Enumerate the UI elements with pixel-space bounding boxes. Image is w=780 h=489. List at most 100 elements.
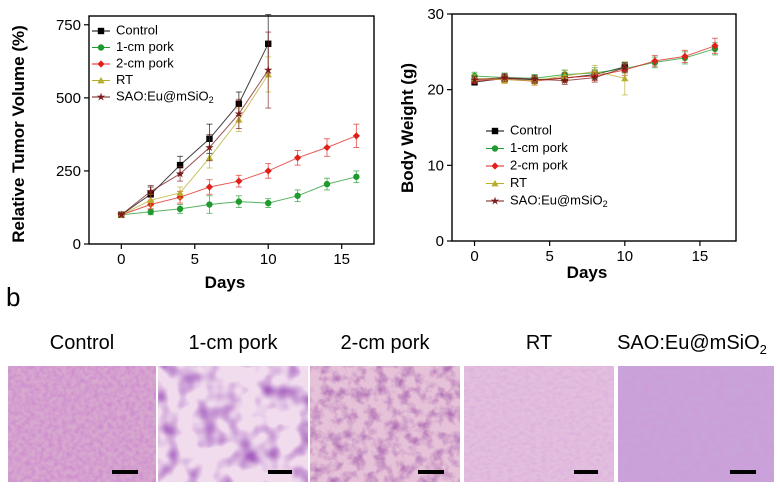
scale-bar: [418, 470, 444, 474]
tumor-volume-data-point: [206, 201, 213, 208]
body-weight-chart: 0 5 10 15 0 10 20 30 Days Body Weight (g) Control 1…: [398, 6, 737, 282]
tumor-volume-data-point: [175, 169, 185, 178]
body-weight-legend: Control 1-cm pork 2-cm pork RT SAO:Eu@mSiO2: [486, 122, 608, 209]
histology-label-rt: RT: [525, 332, 553, 354]
body-weight-data-point: [621, 74, 629, 82]
body-weight-data-point: [470, 75, 479, 84]
tumor-volume-data-point: [176, 205, 184, 213]
tumor-volume-chart: 0 5 10 15 0 250 500 750 Days Relative Tumor Volum…: [9, 14, 375, 292]
histology-texture-rt: [464, 366, 614, 482]
body-weight-legend-label: Control: [510, 122, 552, 137]
tumor-volume-data-point: [147, 208, 154, 216]
tumor-volume-data-point: [323, 143, 331, 152]
scale-bar: [268, 470, 292, 474]
body-weight-series-line: [474, 70, 625, 82]
body-weight-y-tick-label: 30: [427, 6, 444, 23]
body-weight-series-line: [474, 67, 625, 82]
histology-image-rt: [464, 366, 614, 482]
tumor-volume-y-tick-label: 500: [56, 90, 81, 107]
body-weight-legend-label: 1-cm pork: [510, 140, 568, 155]
tumor-volume-legend-label: 1-cm pork: [116, 39, 174, 54]
tumor-volume-legend-marker: [97, 44, 105, 51]
tumor-volume-data-point: [176, 161, 184, 169]
histology-texture-1cm-pork: [158, 366, 308, 482]
body-weight-x-tick-label: 10: [616, 248, 633, 265]
body-weight-plot-frame: [451, 13, 737, 242]
tumor-volume-data-point: [264, 65, 273, 74]
tumor-volume-data-point: [205, 143, 214, 152]
body-weight-series-sao-eu-msio: [470, 62, 629, 85]
tumor-volume-legend-marker: [97, 60, 105, 68]
body-weight-legend-marker: [491, 179, 499, 187]
tumor-volume-x-tick-label: 10: [260, 251, 277, 268]
tumor-volume-x-tick-label: 15: [333, 251, 350, 268]
body-weight-legend-marker: [491, 162, 499, 170]
tumor-volume-data-point: [146, 186, 155, 195]
histology-image-1cm-pork: [158, 366, 308, 482]
body-weight-y-tick-label: 10: [427, 157, 444, 174]
tumor-volume-series-line: [120, 69, 269, 216]
histology-image-control: [8, 366, 156, 482]
body-weight-y-axis-label: Body Weight (g): [398, 63, 417, 193]
tumor-volume-data-point: [353, 173, 360, 180]
histology-label-sao: SAO:Eu@mSiO2: [617, 332, 767, 357]
body-weight-data-point: [500, 73, 509, 82]
tumor-volume-series-1-cm-pork: [118, 170, 360, 218]
tumor-volume-data-point: [294, 154, 302, 162]
tumor-volume-legend-label: SAO:Eu@mSiO2: [116, 88, 214, 105]
tumor-volume-y-tick-label: 0: [73, 236, 81, 253]
tumor-volume-y-tick-label: 750: [56, 17, 81, 34]
panel-b-label: b: [6, 282, 21, 312]
body-weight-legend-label: 2-cm pork: [510, 157, 568, 172]
tumor-volume-legend-label: Control: [116, 22, 158, 37]
body-weight-data-point: [530, 74, 539, 83]
tumor-volume-x-tick-label: 0: [117, 251, 125, 268]
tumor-volume-x-tick-label: 5: [191, 251, 199, 268]
body-weight-y-tick-label: 0: [436, 233, 444, 250]
body-weight-data-point: [681, 52, 689, 60]
tumor-volume-data-point: [147, 196, 155, 204]
tumor-volume-data-point: [294, 192, 301, 199]
body-weight-data-point: [590, 73, 599, 82]
tumor-volume-data-point: [264, 167, 272, 175]
body-weight-x-tick-label: 0: [470, 248, 478, 265]
body-weight-legend-label: SAO:Eu@mSiO2: [510, 192, 608, 209]
tumor-volume-data-point: [235, 177, 243, 185]
tumor-volume-legend-marker: [97, 76, 105, 84]
body-weight-data-point: [711, 42, 719, 50]
tumor-volume-legend-marker: [97, 27, 105, 35]
tumor-volume-data-point: [235, 198, 243, 205]
scale-bar: [112, 470, 138, 474]
tumor-volume-series-line: [121, 43, 269, 216]
body-weight-legend-marker: [491, 127, 499, 135]
body-weight-data-point: [560, 76, 569, 85]
scale-bar: [730, 470, 756, 474]
tumor-volume-series-sao-eu-msio: [117, 31, 273, 219]
histology-image-2cm-pork: [310, 366, 460, 482]
tumor-volume-data-point: [176, 189, 184, 196]
body-weight-data-point: [620, 63, 629, 72]
tumor-volume-data-point: [352, 132, 360, 140]
histology-label-control: Control: [49, 332, 115, 354]
tumor-volume-data-point: [265, 199, 272, 207]
tumor-volume-legend-marker: [96, 92, 106, 101]
histology-texture-sao: [618, 366, 774, 482]
body-weight-x-tick-label: 15: [692, 248, 709, 265]
body-weight-legend-marker: [490, 196, 500, 205]
tumor-volume-y-axis-label: Relative Tumor Volume (%): [9, 25, 28, 243]
histology-image-sao: [618, 366, 774, 482]
body-weight-x-tick-label: 5: [546, 248, 554, 265]
tumor-volume-legend-label: RT: [116, 72, 133, 87]
histology-texture-control: [8, 366, 156, 482]
tumor-volume-data-point: [323, 180, 331, 188]
histology-label-2cm-pork: 2-cm pork: [340, 332, 430, 354]
body-weight-legend-marker: [491, 145, 499, 152]
tumor-volume-x-axis-label: Days: [205, 273, 246, 292]
body-weight-data-point: [651, 57, 659, 65]
body-weight-data-point: [561, 72, 569, 79]
tumor-volume-series-rt: [117, 56, 272, 218]
tumor-volume-data-point: [234, 109, 244, 118]
body-weight-x-axis-label: Days: [567, 263, 608, 282]
